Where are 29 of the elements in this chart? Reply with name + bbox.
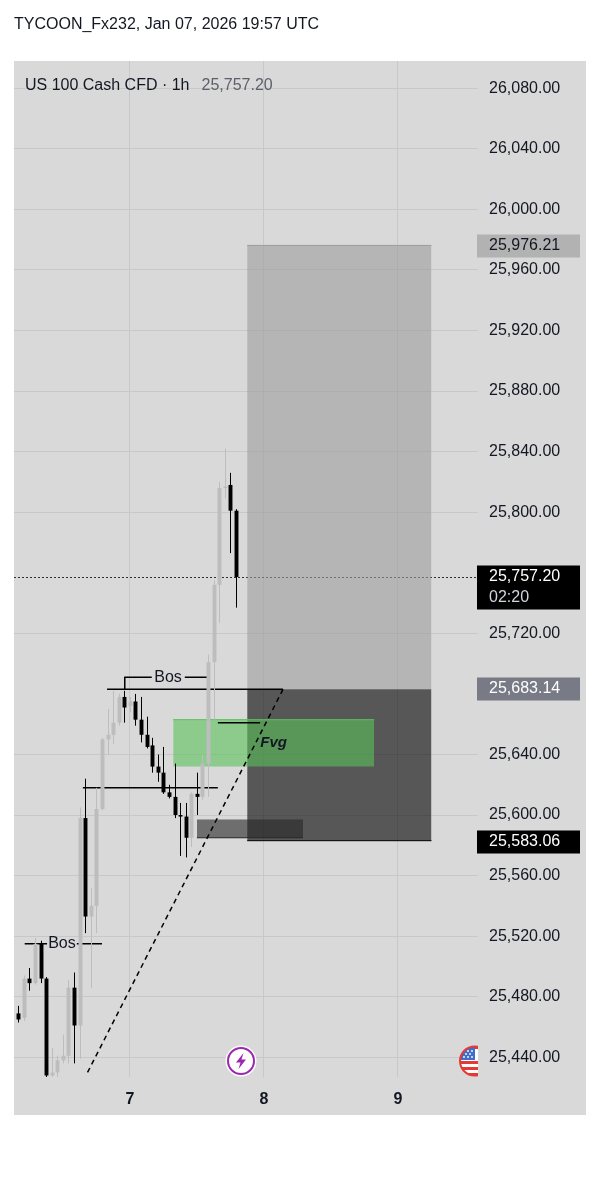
y-tick-label: 25,480.00 bbox=[489, 987, 561, 1005]
y-tick-label: 25,560.00 bbox=[489, 866, 561, 884]
series-label: Fvg bbox=[260, 733, 288, 751]
text: 25,683.14 bbox=[489, 679, 561, 697]
text: 25,583.06 bbox=[489, 832, 561, 850]
x-tick-label: 7 bbox=[125, 1090, 135, 1108]
y-tick-label: 25,880.00 bbox=[489, 381, 561, 399]
text: 02:20 bbox=[489, 588, 530, 606]
y-tick-label: 25,840.00 bbox=[489, 442, 561, 460]
y-tick-label: 25,960.00 bbox=[489, 260, 561, 278]
y-tick-label: 26,040.00 bbox=[489, 139, 561, 157]
text: TYCOON_Fx232, Jan 07, 2026 19:57 UTC bbox=[14, 15, 320, 34]
y-tick-label: 25,800.00 bbox=[489, 502, 561, 520]
y-tick-label: 26,000.00 bbox=[489, 199, 561, 217]
x-tick-label: 9 bbox=[393, 1090, 403, 1108]
text: US 100 Cash CFD · 1h bbox=[25, 76, 190, 94]
y-tick-label: 25,920.00 bbox=[489, 320, 561, 338]
series-label: Bos bbox=[154, 667, 182, 685]
y-tick-label: 25,640.00 bbox=[489, 744, 561, 762]
x-tick-label: 8 bbox=[259, 1090, 269, 1108]
y-tick-label: 25,520.00 bbox=[489, 926, 561, 944]
y-tick-label: 25,440.00 bbox=[489, 1047, 561, 1065]
series-label: Bos bbox=[48, 934, 76, 952]
y-tick-label: 25,600.00 bbox=[489, 805, 561, 823]
y-tick-label: 26,080.00 bbox=[489, 78, 561, 96]
y-tick-label: 25,720.00 bbox=[489, 623, 561, 641]
ref-line-label: 25,757.20 bbox=[489, 567, 561, 585]
text: 25,976.21 bbox=[489, 236, 561, 254]
text: 25,757.20 bbox=[201, 76, 273, 94]
